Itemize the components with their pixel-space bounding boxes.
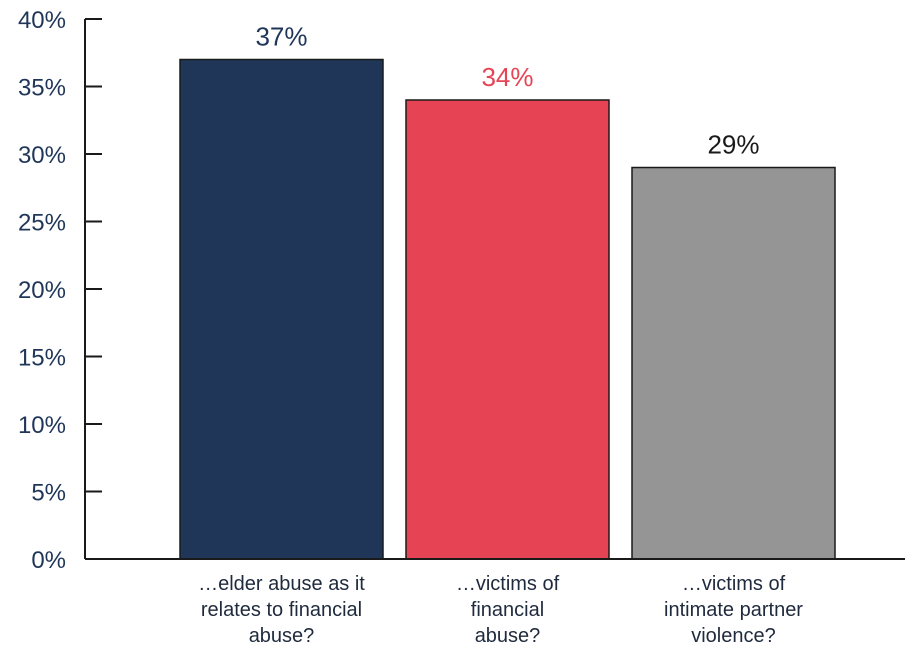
x-category-label-line: financial	[471, 599, 544, 621]
x-category-label-line: abuse?	[475, 625, 541, 647]
y-tick-label: 10%	[18, 412, 66, 439]
x-category-label-line: relates to financial	[201, 599, 362, 621]
x-category-label-line: abuse?	[249, 625, 315, 647]
y-tick-label: 5%	[31, 480, 66, 507]
bar-data-label: 37%	[255, 22, 307, 52]
bar-data-label: 29%	[707, 130, 759, 160]
x-category-label: …elder abuse as it relates to financial ab…	[198, 573, 365, 647]
x-category-label-line: …victims of	[682, 573, 786, 595]
y-tick-label: 20%	[18, 277, 66, 304]
x-category-label-line: intimate partner	[664, 599, 803, 621]
x-category-label: …victims of financial abuse?	[456, 573, 560, 647]
x-category-label: …victims of intimate partner violence?	[664, 573, 803, 647]
x-axis: …elder abuse as it relates to financial ab…	[85, 558, 905, 647]
x-category-label-line: …elder abuse as it	[198, 573, 365, 595]
x-category-label-line: …victims of	[456, 573, 560, 595]
y-tick-label: 40%	[18, 7, 66, 34]
y-tick-label: 0%	[31, 547, 66, 574]
x-category-label-line: violence?	[691, 625, 776, 647]
y-tick-label: 15%	[18, 345, 66, 372]
y-axis: 0% 5% 10% 15% 20% 25% 30% 35% 40%	[18, 7, 102, 574]
y-tick-label: 25%	[18, 210, 66, 237]
bar	[631, 166, 836, 560]
y-tick-label: 30%	[18, 142, 66, 169]
bar	[179, 58, 384, 560]
bar	[405, 99, 610, 560]
bar-data-label: 34%	[481, 62, 533, 92]
y-tick-label: 35%	[18, 75, 66, 102]
data-labels: 37% 34% 29%	[255, 22, 759, 160]
